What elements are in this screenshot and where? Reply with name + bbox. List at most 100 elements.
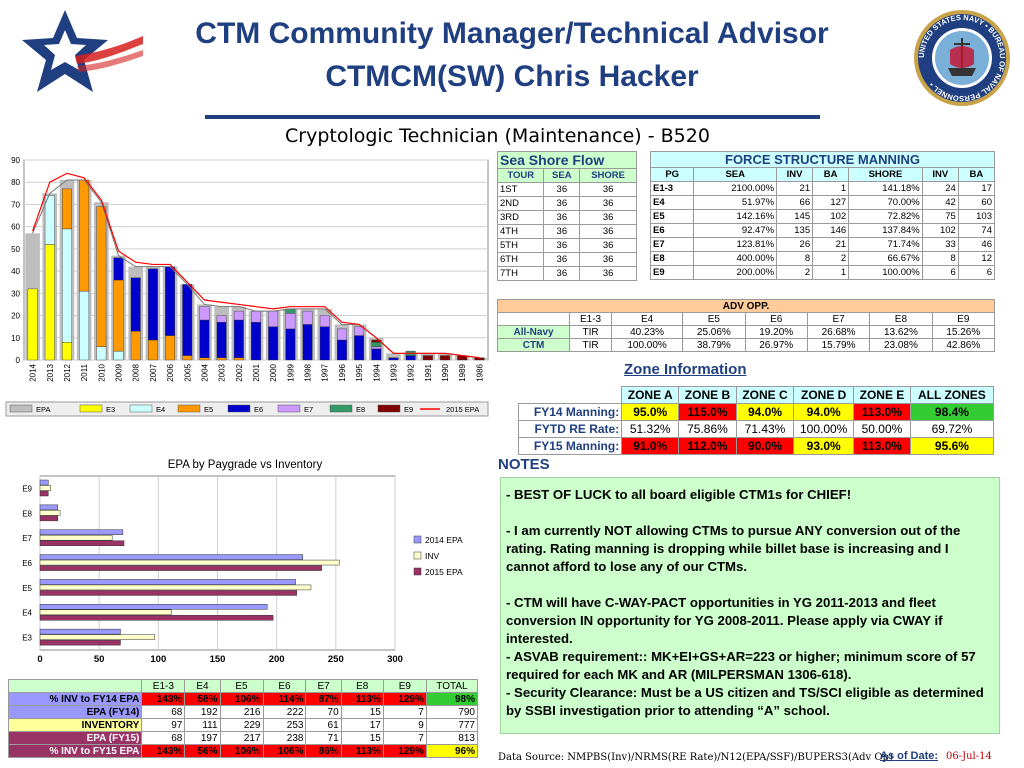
table-cell: 71.43% [735,420,795,438]
x-tick-label: 1992 [407,363,416,381]
table-cell: 36 [543,210,581,225]
fsm-header: INV [921,167,959,182]
table-row: 2ND 36 36 [496,196,637,211]
bt-header: TOTAL [425,679,479,693]
force-structure-table: FORCE STRUCTURE MANNING PG SEA INV BA SHORE I… [649,151,996,280]
note-item: - I am currently NOT allowing CTMs to pu… [506,523,961,574]
y-tick-label: 90 [11,156,20,165]
table-cell: 17 [957,181,996,196]
zone-row-label: FYTD RE Rate: [517,420,623,438]
hbar-2014-EPA [39,554,303,560]
table-cell: 66 [776,195,814,210]
bar-E6 [199,319,210,358]
hbar-y-label: E5 [22,584,32,593]
x-tick-label: 1993 [389,363,398,381]
note-item: - BEST OF LUCK to all board eligible CTM… [506,487,852,502]
table-cell: 66.67% [848,251,923,266]
notes-box: - BEST OF LUCK to all board eligible CTM… [500,477,1000,734]
note-item: - ASVAB requirement:: MK+EI+GS+AR=223 or… [506,649,976,682]
table-row: % INV to FY14 EPA 143% 58% 106% 114% 87% 113% 1… [7,692,479,706]
table-cell: 222 [262,705,307,719]
bar-E6 [319,326,330,361]
table-cell: 26.97% [744,338,808,352]
hbar-x-tick: 50 [94,654,105,665]
table-cell: 2ND [496,196,545,211]
hbar-2014-EPA [39,604,268,610]
table-cell: 106% [219,692,264,706]
legend-label: E4 [156,405,165,414]
as-of-value: 06-Jul-14 [946,751,992,762]
bar-E4 [44,195,55,245]
legend-swatch-E4 [129,404,153,413]
bar-E6 [371,348,382,361]
bar-E9 [440,355,450,361]
table-cell: 145 [776,209,814,224]
adv-opp-table: ADV OPP. E1-3 E4 E5 E6 E7 E8 E9 All-Navy TIR 40.… [496,299,996,352]
table-cell: 8 [921,251,959,266]
table-cell: 813 [425,731,479,745]
table-cell: 51.97% [693,195,778,210]
table-cell: 94.0% [793,403,855,421]
bar-E5 [96,206,107,347]
note-item: - Security Clearance: Must be a US citiz… [506,685,984,718]
hbar-x-tick: 150 [210,654,226,665]
hbar-2015-EPA [39,639,121,646]
table-row: E4 51.97% 66 127 70.00% 42 60 [649,195,996,210]
x-tick-label: 2010 [97,363,106,381]
table-cell: 71 [305,731,342,745]
table-cell: 146 [812,223,850,238]
x-tick-label: 2003 [218,363,227,381]
hbar-x-tick: 200 [269,654,285,665]
bar-E9 [422,355,433,361]
table-cell: E4 [649,195,695,210]
hbar-legend-swatch [413,551,422,560]
notes-title: NOTES [498,456,550,473]
hbar-2014-EPA [39,628,121,635]
x-tick-label: 2007 [149,363,158,381]
hbar-INV [39,584,312,591]
legend-label: E5 [204,405,213,414]
table-cell: 1 [812,181,850,196]
bar-E9 [371,339,382,343]
table-cell: 103 [957,209,996,224]
table-cell: 1 [812,265,850,280]
bt-row-label: % INV to FY14 EPA [7,692,143,706]
x-tick-label: 2008 [132,363,141,381]
table-cell: 97 [141,718,186,732]
page-subtitle-name: CTMCM(SW) Chris Hacker [325,60,699,93]
table-row: All-Navy TIR 40.23% 25.06% 19.20% 26.68% 13.62… [496,325,996,339]
table-cell: 15 [340,705,384,719]
adv-header: E4 [610,312,684,326]
bt-header: E6 [262,679,307,693]
table-row: 4TH 36 36 [496,224,637,239]
table-cell: 200.00% [693,265,778,280]
table-cell: 96% [425,744,479,758]
x-tick-label: 1990 [441,363,450,381]
bar-E7 [319,315,330,327]
table-cell: 5TH [496,238,545,253]
hbar-INV [39,559,340,566]
bar-E6 [354,335,365,361]
table-cell: 95.0% [621,403,680,421]
hbar-2015-EPA [39,565,322,571]
table-cell: 8 [776,251,814,266]
table-cell: 95.6% [909,437,995,455]
hbar-INV [39,634,156,640]
x-tick-label: 2002 [235,363,244,381]
legend-swatch-E3 [79,404,103,413]
hbar-INV [39,534,113,541]
table-cell: 15 [340,731,384,745]
bar-E3 [62,342,72,361]
legend-label: E3 [106,405,115,414]
table-cell: 3RD [496,210,545,225]
x-tick-label: 1995 [355,363,364,381]
table-cell: 21 [812,237,850,252]
bar-E4 [113,350,124,361]
table-cell: 4TH [496,224,545,239]
page-title: CTM Community Manager/Technical Advisor [195,17,829,50]
zone-row-label: FY15 Manning: [517,437,623,455]
table-cell: 143% [141,692,186,706]
table-cell: 238 [262,731,307,745]
table-cell: 36 [579,210,637,225]
bar-E7 [251,310,261,323]
